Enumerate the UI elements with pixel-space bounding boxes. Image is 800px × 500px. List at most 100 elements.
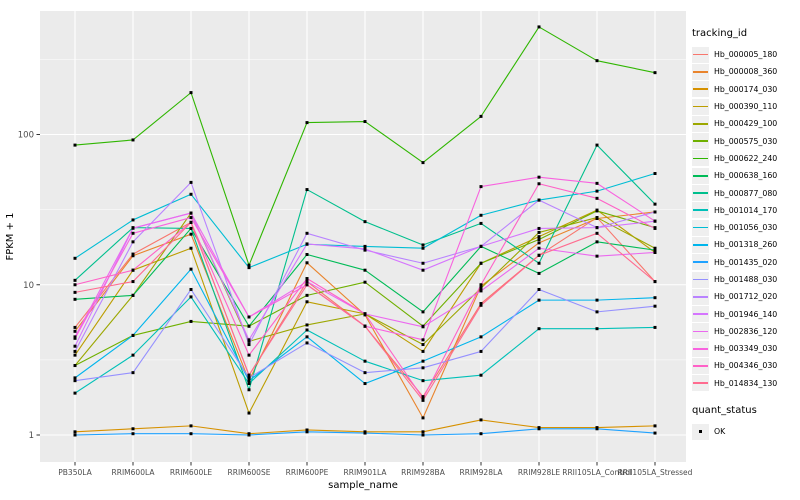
legend-key-line-icon	[693, 347, 708, 350]
data-point	[73, 376, 77, 380]
data-point	[73, 379, 77, 383]
legend-key-line-icon	[693, 382, 708, 385]
x-tick-label: RRIM928BA	[401, 468, 446, 477]
data-point	[537, 253, 541, 257]
data-point	[305, 280, 309, 284]
data-point	[73, 391, 77, 395]
data-point	[131, 138, 135, 142]
data-point	[247, 411, 251, 415]
legend-item: Hb_001712_020	[692, 288, 798, 305]
data-point	[305, 300, 309, 304]
legend-key	[692, 115, 709, 132]
legend-item: Hb_003349_030	[692, 340, 798, 357]
data-point	[363, 312, 367, 316]
data-point	[305, 335, 309, 339]
data-point	[73, 353, 77, 357]
data-point	[363, 280, 367, 284]
data-point	[595, 310, 599, 314]
legend-item-label: Hb_001435_020	[714, 257, 778, 267]
data-point	[421, 430, 425, 434]
data-point	[421, 246, 425, 250]
data-point	[189, 180, 193, 184]
data-point	[595, 427, 599, 431]
data-point	[247, 376, 251, 380]
data-point	[479, 283, 483, 287]
legend-item-label: Hb_003349_030	[714, 344, 778, 354]
data-point	[537, 298, 541, 302]
legend-key-line-icon	[693, 88, 708, 91]
data-point	[537, 226, 541, 230]
legend-item-label: Hb_000575_030	[714, 136, 778, 146]
data-point	[363, 247, 367, 251]
legend-key	[692, 81, 709, 98]
data-point	[247, 324, 251, 328]
legend-key	[692, 202, 709, 219]
legend-item: Hb_004346_030	[692, 357, 798, 374]
data-point	[247, 373, 251, 377]
y-tick-label: 1	[29, 431, 34, 441]
legend-item-label: Hb_000390_110	[714, 102, 778, 112]
x-tick-label: PB350LA	[58, 468, 92, 477]
data-point	[305, 252, 309, 256]
legend-key	[692, 340, 709, 357]
data-point	[479, 335, 483, 339]
data-point	[189, 226, 193, 230]
legend-key	[692, 167, 709, 184]
data-point	[247, 379, 251, 383]
legend-shape-items: OK	[692, 423, 798, 440]
data-point	[189, 216, 193, 220]
data-point	[131, 226, 135, 230]
legend-item-label: Hb_002836_120	[714, 326, 778, 336]
data-point	[595, 327, 599, 331]
legend-item: Hb_000390_110	[692, 98, 798, 115]
data-point	[537, 241, 541, 245]
data-point	[421, 366, 425, 370]
data-point	[247, 343, 251, 347]
legend-key-line-icon	[693, 105, 708, 108]
x-tick-label: RRIM928LE	[518, 468, 561, 477]
data-point	[363, 244, 367, 248]
legend-key	[692, 254, 709, 271]
legend-key-line-icon	[693, 244, 708, 246]
data-point	[247, 263, 251, 267]
data-point	[363, 324, 367, 328]
plot-panel	[40, 11, 686, 462]
data-point	[189, 424, 193, 428]
data-point	[537, 246, 541, 250]
data-point	[537, 235, 541, 239]
legend-item: Hb_000638_160	[692, 167, 798, 184]
data-point	[305, 323, 309, 327]
data-point	[363, 371, 367, 375]
data-point	[189, 211, 193, 215]
data-point	[653, 248, 657, 252]
data-point	[305, 293, 309, 297]
data-point	[479, 349, 483, 353]
data-point	[247, 433, 251, 437]
legend-key-line-icon	[693, 278, 708, 281]
legend-item: Hb_000429_100	[692, 115, 798, 132]
data-point	[131, 280, 135, 284]
legend-item-label: Hb_000877_080	[714, 188, 778, 198]
data-point	[131, 252, 135, 256]
data-point	[363, 382, 367, 386]
y-axis-title: FPKM + 1	[5, 212, 16, 260]
legend-item: Hb_000005_180	[692, 46, 798, 63]
legend-item-label: Hb_001318_260	[714, 240, 778, 250]
legend-item-label: Hb_001946_140	[714, 309, 778, 319]
data-point	[131, 240, 135, 244]
data-point	[363, 359, 367, 363]
data-point	[479, 185, 483, 189]
data-point	[189, 246, 193, 250]
legend-key	[692, 63, 709, 80]
data-point	[653, 202, 657, 206]
data-point	[595, 189, 599, 193]
legend-item-label: Hb_001712_020	[714, 292, 778, 302]
data-point	[305, 121, 309, 125]
legend-key-line-icon	[693, 140, 708, 142]
data-point	[305, 242, 309, 246]
legend-key-line-icon	[693, 71, 708, 73]
legend-key	[692, 150, 709, 167]
data-point	[595, 254, 599, 258]
data-point	[653, 296, 657, 300]
